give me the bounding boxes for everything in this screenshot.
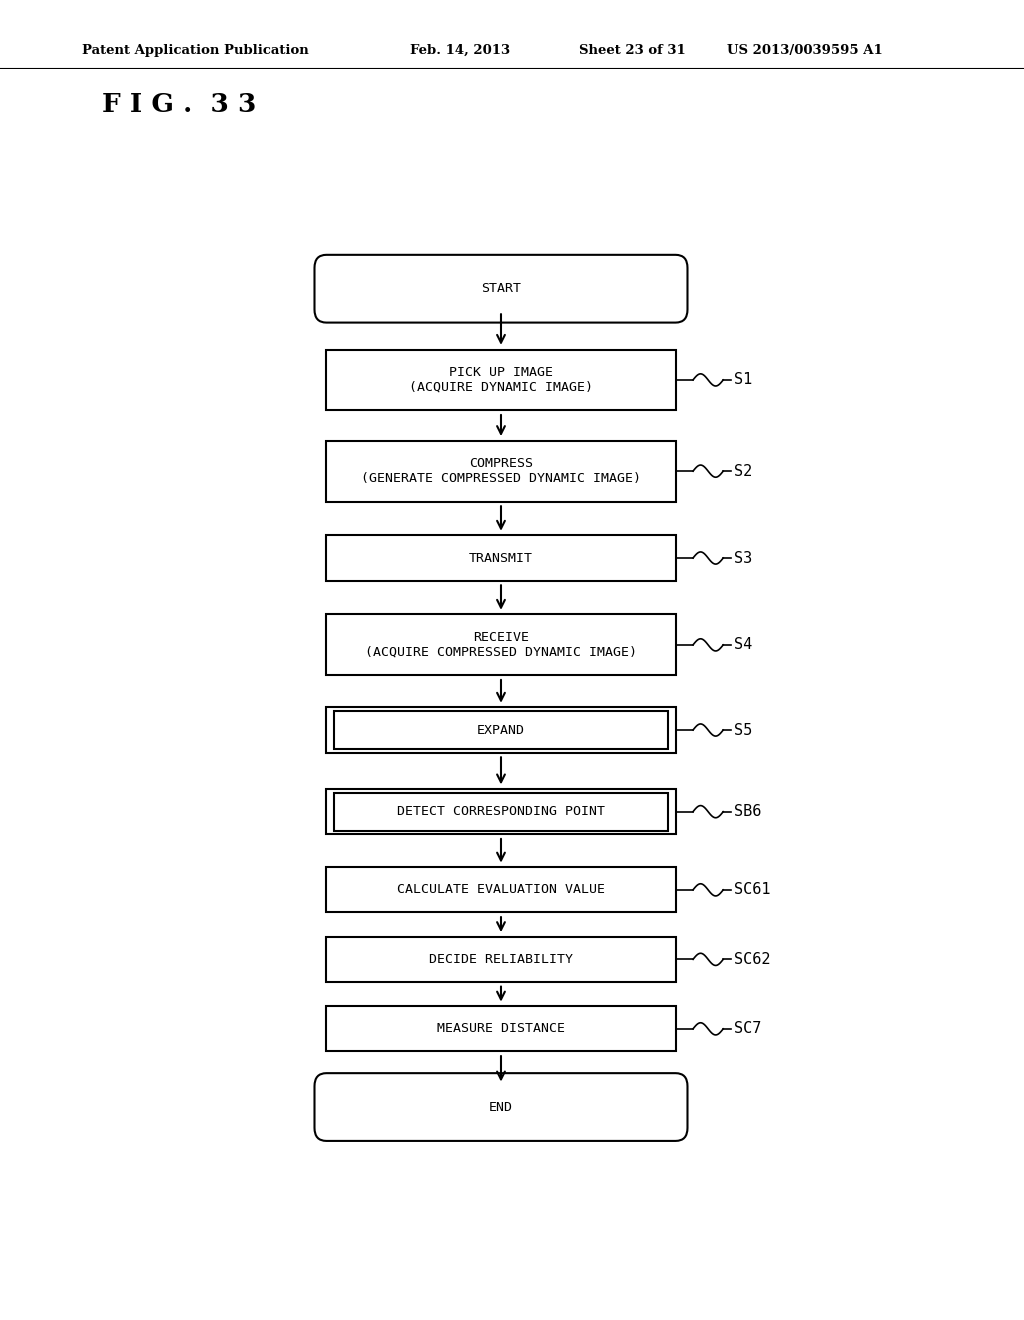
Text: RECEIVE
(ACQUIRE COMPRESSED DYNAMIC IMAGE): RECEIVE (ACQUIRE COMPRESSED DYNAMIC IMAG… <box>365 631 637 659</box>
Text: MEASURE DISTANCE: MEASURE DISTANCE <box>437 1023 565 1035</box>
Text: S5: S5 <box>734 722 753 738</box>
FancyBboxPatch shape <box>327 708 676 752</box>
FancyBboxPatch shape <box>327 867 676 912</box>
FancyBboxPatch shape <box>314 255 687 322</box>
Text: S3: S3 <box>734 550 753 565</box>
Text: US 2013/0039595 A1: US 2013/0039595 A1 <box>727 44 883 57</box>
Text: S4: S4 <box>734 638 753 652</box>
Text: S1: S1 <box>734 372 753 388</box>
Text: EXPAND: EXPAND <box>477 723 525 737</box>
FancyBboxPatch shape <box>327 441 676 502</box>
FancyBboxPatch shape <box>327 536 676 581</box>
FancyBboxPatch shape <box>327 1006 676 1052</box>
FancyBboxPatch shape <box>314 1073 687 1140</box>
Text: SC62: SC62 <box>734 952 771 966</box>
FancyBboxPatch shape <box>327 937 676 982</box>
Text: SC7: SC7 <box>734 1022 762 1036</box>
Text: TRANSMIT: TRANSMIT <box>469 552 532 565</box>
Text: Patent Application Publication: Patent Application Publication <box>82 44 308 57</box>
Text: COMPRESS
(GENERATE COMPRESSED DYNAMIC IMAGE): COMPRESS (GENERATE COMPRESSED DYNAMIC IM… <box>361 457 641 486</box>
Text: Feb. 14, 2013: Feb. 14, 2013 <box>410 44 510 57</box>
Text: Sheet 23 of 31: Sheet 23 of 31 <box>579 44 685 57</box>
Text: CALCULATE EVALUATION VALUE: CALCULATE EVALUATION VALUE <box>397 883 605 896</box>
Text: F I G .  3 3: F I G . 3 3 <box>102 92 257 117</box>
Text: DETECT CORRESPONDING POINT: DETECT CORRESPONDING POINT <box>397 805 605 818</box>
Text: END: END <box>489 1101 513 1114</box>
Text: PICK UP IMAGE
(ACQUIRE DYNAMIC IMAGE): PICK UP IMAGE (ACQUIRE DYNAMIC IMAGE) <box>409 366 593 393</box>
Text: START: START <box>481 282 521 296</box>
Text: SC61: SC61 <box>734 882 771 898</box>
FancyBboxPatch shape <box>327 350 676 411</box>
Text: S2: S2 <box>734 463 753 479</box>
FancyBboxPatch shape <box>327 789 676 834</box>
FancyBboxPatch shape <box>327 615 676 676</box>
Text: SB6: SB6 <box>734 804 762 820</box>
Text: DECIDE RELIABILITY: DECIDE RELIABILITY <box>429 953 573 966</box>
